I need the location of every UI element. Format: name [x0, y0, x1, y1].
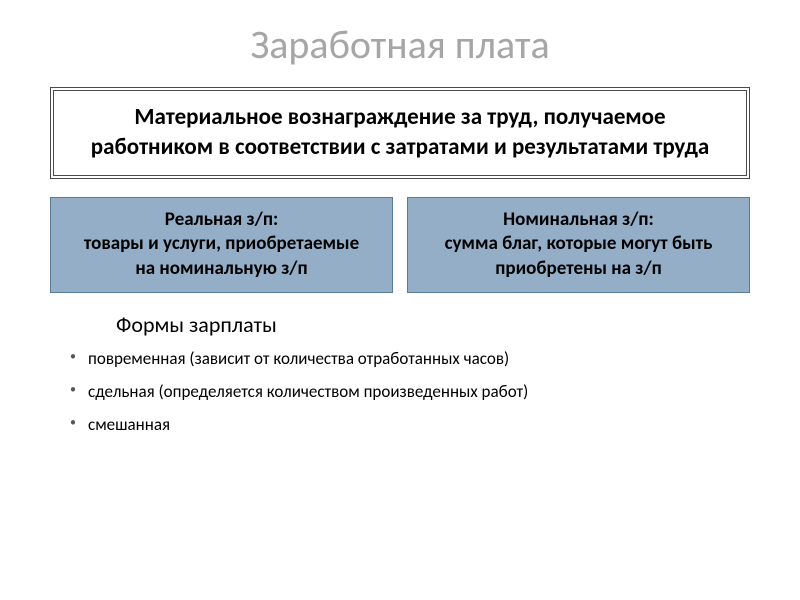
forms-heading: Формы зарплаты: [50, 311, 750, 338]
list-item: сдельная (определяется количеством произ…: [70, 381, 750, 402]
slide-title: Заработная плата: [50, 20, 750, 69]
types-row: Реальная з/п:товары и услуги, приобретае…: [50, 197, 750, 293]
real-wage-box: Реальная з/п:товары и услуги, приобретае…: [50, 197, 393, 293]
real-wage-text: Реальная з/п:товары и услуги, приобретае…: [84, 208, 359, 282]
nominal-wage-box: Номинальная з/п:сумма благ, которые могу…: [407, 197, 750, 293]
forms-list: повременная (зависит от количества отраб…: [50, 348, 750, 435]
list-item: смешанная: [70, 414, 750, 435]
nominal-wage-text: Номинальная з/п:сумма благ, которые могу…: [422, 208, 735, 282]
definition-box: Материальное вознаграждение за труд, пол…: [50, 87, 750, 179]
list-item: повременная (зависит от количества отраб…: [70, 348, 750, 369]
